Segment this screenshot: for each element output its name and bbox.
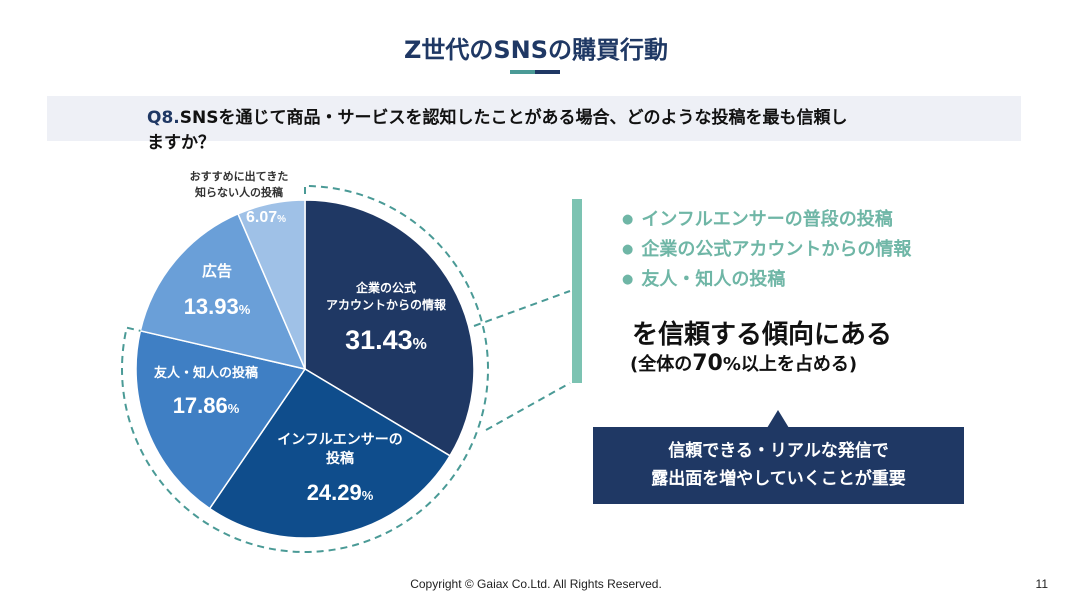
bullet-dot-icon: ● [622,242,634,257]
slice-label: 友人・知人の投稿 17.86% [154,365,258,418]
highlight-dashed-outline [121,184,489,553]
slice-category-label: 広告 [202,262,232,280]
pie-slice [135,329,307,510]
slice-value-label: 17.86% [173,393,240,418]
slice-value-label: 24.29% [307,480,374,505]
pie-slice [139,212,307,371]
slice-category-label: おすすめに出てきた [190,169,289,183]
slice-category-label: 知らない人の投稿 [194,185,283,199]
callout-arrow-icon [767,410,789,428]
pie-slice [208,367,452,539]
callout-box: 信頼できる・リアルな発信で 露出面を増やしていくことが重要 [593,427,964,504]
page-number: 11 [1035,577,1048,591]
slice-category-label: 友人・知人の投稿 [154,365,258,381]
slice-label: 企業の公式アカウントからの情報 31.43% [326,280,447,355]
connector-dashed-line [473,290,571,327]
conclusion-main: を信頼する傾向にある [632,320,893,350]
pie-slice [304,199,475,457]
slice-label: 広告 13.93% [184,262,251,319]
slice-value-label: 6.07% [246,209,286,226]
slice-value-label: 13.93% [184,294,251,319]
accent-bar [572,199,582,383]
slide-title: Z世代のSNSの購買行動 [403,36,669,64]
finding-item: ● インフルエンサーの普段の投稿 [622,209,893,230]
finding-item: ● 友人・知人の投稿 [622,269,786,290]
slice-value-label: 31.43% [345,325,427,355]
question-line-2: ますか？ [147,133,215,153]
bullet-dot-icon: ● [622,212,634,227]
callout-line-2: 露出面を増やしていくことが重要 [651,469,906,489]
copyright: Copyright © Gaiax Co.Ltd. All Rights Res… [410,577,662,591]
slice-category-label: 投稿 [326,450,354,467]
question-line-1: SNSを通じて商品・サービスを認知したことがある場合、どのような投稿を最も信頼し [179,108,848,128]
finding-item: ● 企業の公式アカウントからの情報 [622,239,912,260]
conclusion-number: 70 [692,351,723,376]
pie-slice [237,199,306,370]
question-box [47,96,1021,141]
findings-list: ● インフルエンサーの普段の投稿 ● 企業の公式アカウントからの情報 ● 友人・知人の… [622,205,911,295]
question-number: Q8. [147,108,180,128]
conclusion-sub: (全体の70%以上を占める) [630,351,858,376]
slice-category-label: 企業の公式 [355,280,416,295]
callout-line-1: 信頼できる・リアルな発信で [668,441,889,461]
title-underline [510,70,560,74]
slice-category-label: インフルエンサーの [277,432,403,448]
bullet-dot-icon: ● [622,272,634,287]
slice-category-label: アカウントからの情報 [326,297,447,312]
question-text: Q8.SNSを通じて商品・サービスを認知したことがある場合、どのような投稿を最も… [147,106,1017,156]
connector-dashed-line [485,382,571,431]
